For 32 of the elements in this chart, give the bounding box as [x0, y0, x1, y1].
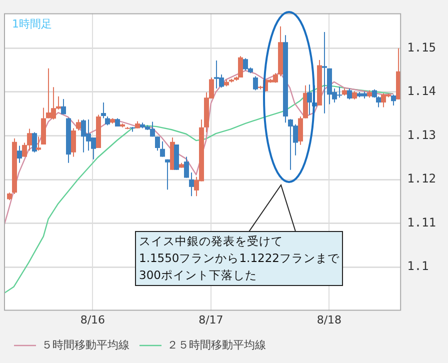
annotation: 1時間足 [12, 18, 52, 31]
y-tick-label: 1.1 [407, 259, 429, 274]
y-tick-label: 1.14 [407, 84, 436, 98]
candlestick [184, 156, 189, 178]
candlestick [76, 119, 81, 131]
candlestick [307, 84, 312, 116]
candlestick [17, 145, 22, 164]
candlestick [61, 98, 66, 115]
candlestick [160, 140, 165, 158]
legend-label: ２５時間移動平均線 [167, 338, 266, 352]
y-tick-label: 1.11 [407, 215, 436, 230]
candlestick [322, 32, 327, 114]
candlestick [155, 136, 160, 152]
x-tick-label: 8/16 [80, 313, 106, 326]
candlestick [32, 132, 37, 153]
y-tick-label: 1.13 [407, 128, 436, 142]
candlestick [298, 116, 303, 146]
legend-label: ５時間移動平均線 [42, 338, 130, 352]
x-tick-label: 8/18 [316, 313, 342, 326]
candlestick [101, 102, 106, 119]
candlestick [253, 76, 258, 91]
x-tick-label: 8/17 [198, 313, 224, 326]
candlestick [36, 136, 41, 152]
y-tick-label: 1.15 [407, 40, 436, 54]
candlestick [71, 128, 76, 158]
candlestick [189, 172, 194, 197]
candlestick [165, 158, 170, 190]
candlestick [391, 94, 396, 106]
annotation: スイス中銀の発表を受けて 1.1550フランから1.1222フランまで 300ポイント下落した [139, 233, 340, 284]
y-tick-label: 1.12 [407, 172, 436, 186]
candlestick [238, 56, 243, 78]
candlestick [347, 88, 352, 100]
